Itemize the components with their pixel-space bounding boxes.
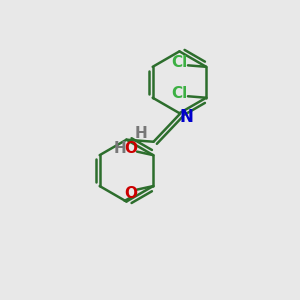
Text: Cl: Cl <box>172 55 188 70</box>
Text: O: O <box>124 186 137 201</box>
Text: Cl: Cl <box>172 86 188 101</box>
Text: O: O <box>124 141 137 156</box>
Text: H: H <box>114 141 126 156</box>
Text: N: N <box>180 108 194 126</box>
Text: H: H <box>135 126 148 141</box>
